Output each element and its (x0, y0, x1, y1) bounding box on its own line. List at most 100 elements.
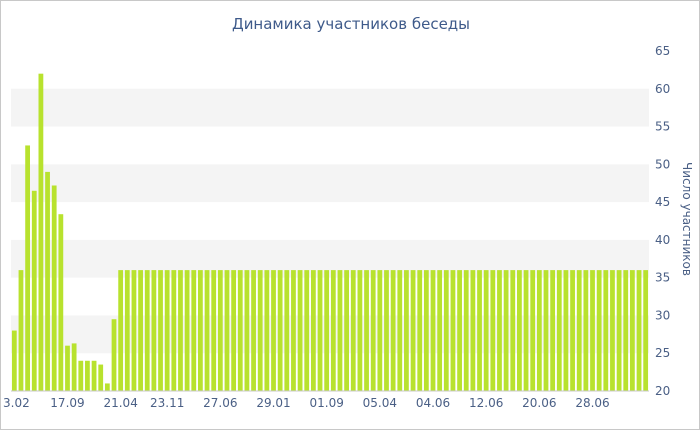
x-tick-label: 17.09 (50, 396, 84, 410)
y-tick-label: 30 (655, 308, 670, 322)
bar (224, 270, 230, 391)
bar (217, 270, 223, 391)
x-tick-label: 21.04 (103, 396, 137, 410)
bar (45, 171, 50, 391)
bar (85, 360, 90, 391)
bar-series (11, 73, 649, 392)
x-tick-label: 27.06 (203, 396, 237, 410)
bar (198, 270, 203, 391)
y-tick-label: 60 (655, 82, 670, 96)
x-tick-label: 04.06 (416, 396, 450, 410)
bar (443, 270, 449, 391)
bar (616, 270, 622, 391)
bar (204, 270, 210, 391)
bar (257, 270, 263, 391)
bar (251, 270, 256, 391)
grid-band (11, 315, 649, 354)
bar (576, 270, 582, 391)
bar (536, 270, 542, 391)
grid-bands (11, 88, 649, 354)
bar (497, 270, 502, 391)
bar (317, 270, 323, 391)
bar (430, 270, 436, 391)
bar (264, 270, 270, 391)
y-axis-label: Число участников (680, 162, 694, 276)
bar (483, 270, 489, 391)
bar (25, 145, 30, 391)
bar (31, 190, 37, 391)
bar (596, 270, 602, 391)
bar (457, 270, 462, 391)
bar (104, 383, 110, 391)
bar (38, 73, 44, 392)
bar (603, 270, 609, 391)
bar (377, 270, 383, 391)
bar (291, 270, 296, 391)
bar (590, 270, 595, 391)
bar (583, 270, 589, 391)
bar (450, 270, 456, 391)
bar (178, 270, 183, 391)
bar (191, 270, 197, 391)
bar (310, 270, 316, 391)
y-tick-label: 20 (655, 384, 670, 398)
x-tick-label: 20.06 (522, 396, 556, 410)
chart-title: Динамика участников беседы (232, 15, 470, 33)
y-tick-label: 50 (655, 157, 670, 171)
bar (330, 270, 336, 391)
bar (131, 270, 137, 391)
bar (124, 270, 130, 391)
y-tick-label: 25 (655, 346, 670, 360)
y-axis-ticks: 20 25 30 35 40 45 50 55 60 65 (655, 44, 670, 398)
bar (304, 270, 310, 391)
bar (144, 270, 150, 391)
bar (71, 343, 77, 391)
bar (231, 270, 237, 391)
bar (118, 270, 124, 391)
y-tick-label: 40 (655, 233, 670, 247)
bar (550, 270, 556, 391)
x-tick-label: 12.06 (469, 396, 503, 410)
grid-band (11, 239, 649, 278)
bar (237, 270, 243, 391)
y-tick-label: 65 (655, 44, 670, 58)
bar (423, 270, 429, 391)
bar (111, 319, 117, 391)
bar (643, 270, 649, 391)
bar (404, 270, 409, 391)
bar (297, 270, 303, 391)
x-axis-ticks: 3.02 17.09 21.04 23.11 27.06 29.01 01.09 05.04 0… (3, 396, 610, 410)
x-tick-label: 01.09 (309, 396, 343, 410)
bar (51, 185, 57, 391)
bar (610, 270, 615, 391)
bar (357, 270, 363, 391)
bar (350, 270, 356, 391)
bar (543, 270, 549, 391)
bar (211, 270, 217, 391)
bar (397, 270, 403, 391)
bar (437, 270, 443, 391)
bar (503, 270, 509, 391)
bar (184, 270, 190, 391)
grid-band (11, 88, 649, 127)
bar (171, 270, 177, 391)
bar (244, 270, 250, 391)
x-tick-label: 05.04 (363, 396, 397, 410)
x-tick-label: 23.11 (150, 396, 184, 410)
bar (11, 330, 17, 391)
bar (158, 270, 163, 391)
bar (523, 270, 529, 391)
bar (65, 345, 70, 391)
bar (337, 270, 343, 391)
y-tick-label: 45 (655, 195, 670, 209)
bar (384, 270, 389, 391)
x-tick-label: 3.02 (3, 396, 30, 410)
bar (344, 270, 349, 391)
bar (98, 364, 104, 391)
bar (570, 270, 575, 391)
bar (390, 270, 396, 391)
bar (364, 270, 369, 391)
bar (510, 270, 516, 391)
bar (164, 270, 170, 391)
